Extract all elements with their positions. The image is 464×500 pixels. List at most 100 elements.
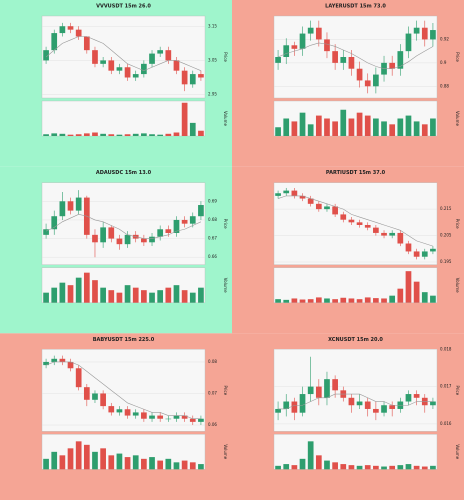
y-tick-label: 0.195 [440, 259, 452, 264]
volume-bar [413, 465, 420, 470]
y-tick-label: 0.88 [440, 83, 449, 88]
volume-bar [299, 112, 306, 136]
volume-bar [381, 466, 387, 470]
candle-body [173, 415, 180, 419]
y-axis-label: Price [455, 52, 460, 62]
price-plot [41, 349, 206, 432]
volume-bar [181, 290, 188, 303]
volume-bar [381, 121, 387, 136]
candle-body [59, 358, 66, 362]
volume-bar [51, 287, 58, 303]
candle-body [389, 62, 396, 69]
volume-plot [41, 434, 206, 470]
volume-bar [291, 298, 298, 303]
candle-body [124, 409, 131, 416]
volume-bar [181, 460, 188, 470]
candle-body [108, 60, 115, 71]
volume-bar [405, 115, 412, 136]
y-tick-label: 0.018 [440, 346, 452, 351]
volume-bar [413, 121, 420, 136]
volume-bar [132, 455, 139, 470]
volume-bar [189, 292, 196, 303]
candle-body [324, 206, 330, 210]
volume-bar [340, 297, 347, 303]
volume-bar [299, 458, 306, 470]
candle-body [108, 406, 115, 413]
volume-bar [332, 462, 338, 470]
candle-body [51, 33, 58, 51]
volume-bar [83, 133, 90, 136]
candle-body [43, 50, 49, 61]
candle-body [373, 408, 379, 413]
volume-bar [116, 292, 123, 303]
candle-body [75, 197, 82, 211]
candle-body [43, 361, 49, 366]
volume-bar [189, 122, 196, 136]
volume-bar [275, 127, 281, 136]
candle-body [181, 70, 188, 85]
volume-bar [59, 455, 66, 470]
volume-bar [291, 465, 298, 470]
volume-bar [405, 464, 412, 470]
y2-axis-label: Volume [223, 444, 228, 459]
y-tick-label: 0.68 [208, 217, 217, 222]
candle-body [299, 33, 306, 49]
volume-bar [283, 118, 290, 136]
volume-bar [173, 132, 180, 136]
volume-bar [283, 299, 290, 303]
candle-body [299, 394, 306, 413]
volume-bar [124, 285, 131, 303]
volume-bar [141, 133, 147, 136]
volume-bar [100, 133, 106, 136]
candle-body [389, 405, 396, 409]
volume-bar [173, 285, 180, 303]
volume-bar [124, 134, 131, 136]
y-tick-label: 0.66 [208, 254, 217, 259]
moving-average [45, 361, 201, 420]
candle-body [405, 394, 412, 402]
candle-body [116, 67, 123, 71]
volume-bar [324, 460, 330, 470]
volume-bar [43, 134, 49, 136]
y-tick-label: 3.15 [208, 23, 217, 28]
volume-bar [83, 272, 90, 303]
volume-bar [51, 133, 58, 136]
volume-bar [405, 271, 412, 303]
volume-bar [92, 132, 98, 136]
candle-body [124, 67, 131, 78]
candle-body [275, 193, 281, 196]
candle-body [332, 206, 338, 215]
volume-bar [413, 281, 420, 303]
candle-body [291, 190, 298, 196]
moving-average [277, 42, 434, 70]
candle-body [413, 394, 420, 398]
volume-bar [149, 134, 155, 136]
volume-bar [421, 124, 428, 136]
volume-bar [348, 298, 355, 303]
volume-bar [307, 299, 314, 303]
candle-body [149, 415, 155, 419]
volume-bar [116, 134, 123, 136]
volume-bar [364, 465, 371, 470]
volume-bar [340, 109, 347, 136]
candle-body [332, 51, 338, 63]
y-axis-label: Price [223, 385, 228, 395]
candle-body [430, 401, 436, 406]
candle-body [307, 386, 314, 395]
candle-body [51, 216, 58, 230]
candle-body [340, 57, 347, 63]
volume-bar [364, 115, 371, 136]
volume-plot [273, 100, 438, 137]
candle-body [181, 219, 188, 224]
candle-body [92, 393, 98, 400]
y-axis-label: Price [223, 52, 228, 62]
candle-body [173, 219, 180, 233]
volume-bar [59, 282, 66, 303]
candle-body [332, 379, 338, 391]
volume-bar [157, 134, 164, 136]
chart-title: LAYERUSDT 15m 73.0 [325, 4, 386, 10]
candle-body [83, 36, 90, 51]
candle-body [132, 74, 139, 78]
candle-body [381, 232, 387, 236]
volume-bar [100, 448, 106, 470]
